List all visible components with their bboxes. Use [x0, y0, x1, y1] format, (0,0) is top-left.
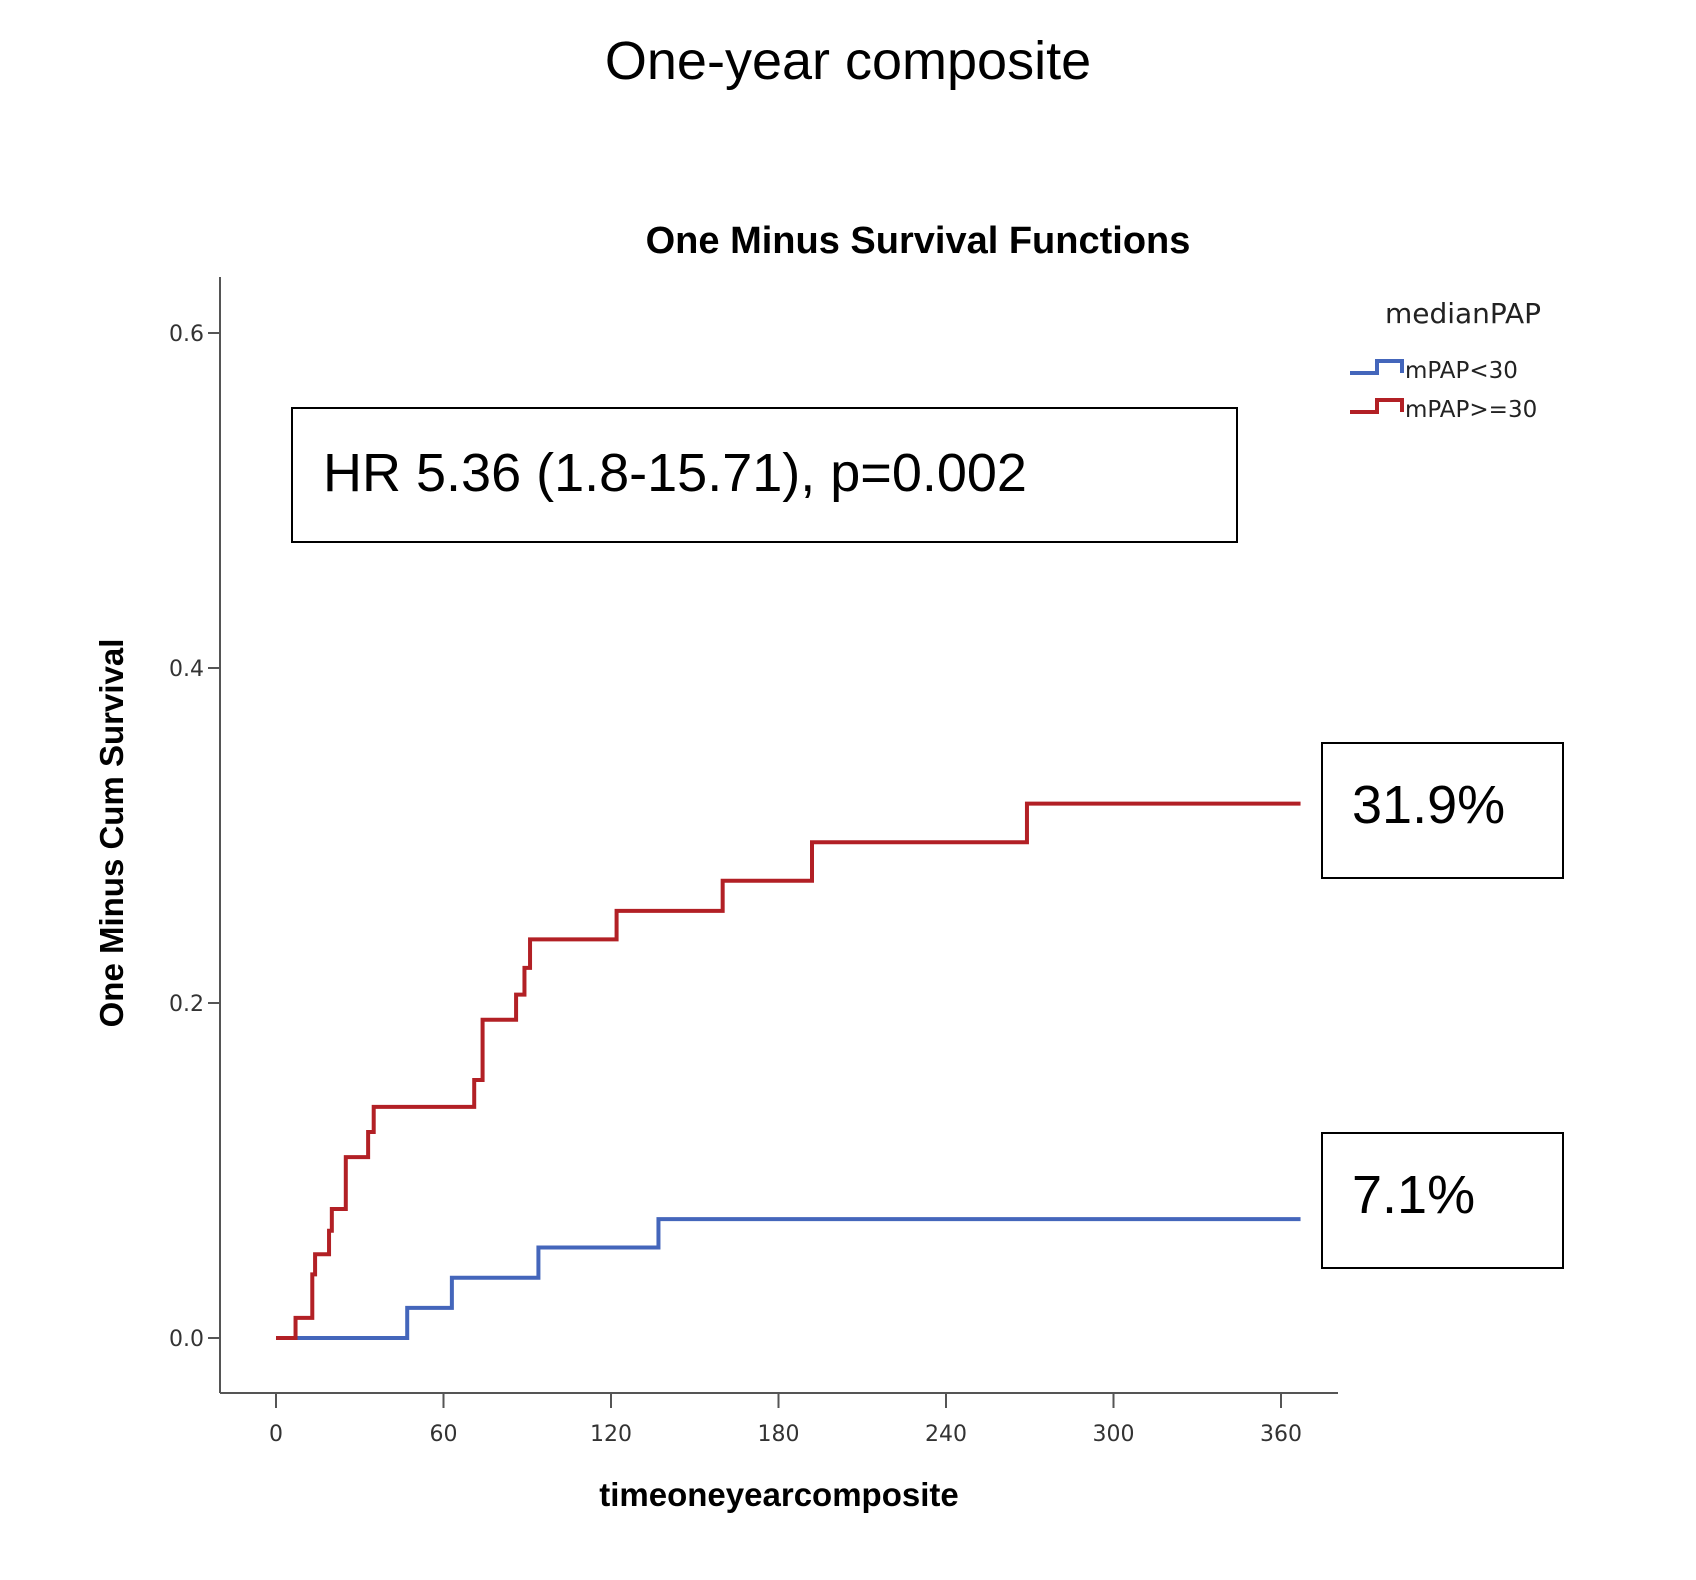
series-layer	[276, 801, 1301, 1340]
x-tick-label: 60	[430, 1422, 458, 1447]
y-tick-label: 0.0	[169, 1327, 204, 1352]
end-value-text-high: 31.9%	[1352, 775, 1505, 835]
legend-label-mpap-lt30: mPAP<30	[1405, 358, 1518, 384]
y-axis-title: One Minus Cum Survival	[93, 639, 130, 1028]
hr-stats-box	[291, 407, 1238, 543]
hr-stats-text: HR 5.36 (1.8-15.71), p=0.002	[323, 443, 1027, 503]
series-line-mpap-lt30	[276, 1217, 1301, 1340]
x-tick-label: 0	[269, 1422, 283, 1447]
legend-swatch-mpap-ge30	[1350, 398, 1404, 414]
legend-label-mpap-ge30: mPAP>=30	[1405, 397, 1537, 423]
x-tick-label: 180	[758, 1422, 800, 1447]
x-tick-label: 120	[590, 1422, 632, 1447]
y-ticks: 0.0 0.2 0.4 0.6	[169, 322, 220, 1352]
end-value-text-low: 7.1%	[1352, 1165, 1475, 1225]
annotations: HR 5.36 (1.8-15.71), p=0.002 31.9% 7.1%	[291, 407, 1564, 1269]
series-line-mpap-ge30	[276, 801, 1301, 1340]
legend: medianPAP mPAP<30 mPAP>=30	[1350, 297, 1541, 423]
y-tick-label: 0.2	[169, 992, 204, 1017]
page-title: One-year composite	[604, 31, 1092, 91]
legend-swatch-mpap-lt30	[1350, 359, 1404, 375]
chart-title: One Minus Survival Functions	[646, 220, 1191, 262]
x-tick-label: 300	[1093, 1422, 1135, 1447]
end-value-box-low	[1321, 1132, 1564, 1269]
x-ticks: 0 60 120 180 240 300 360	[269, 1393, 1302, 1447]
y-tick-label: 0.6	[169, 322, 204, 347]
end-value-box-high	[1321, 742, 1564, 879]
legend-title: medianPAP	[1385, 297, 1541, 330]
y-tick-label: 0.4	[169, 657, 204, 682]
x-tick-label: 240	[925, 1422, 967, 1447]
x-axis-title: timeoneyearcomposite	[599, 1476, 958, 1513]
x-tick-label: 360	[1260, 1422, 1302, 1447]
